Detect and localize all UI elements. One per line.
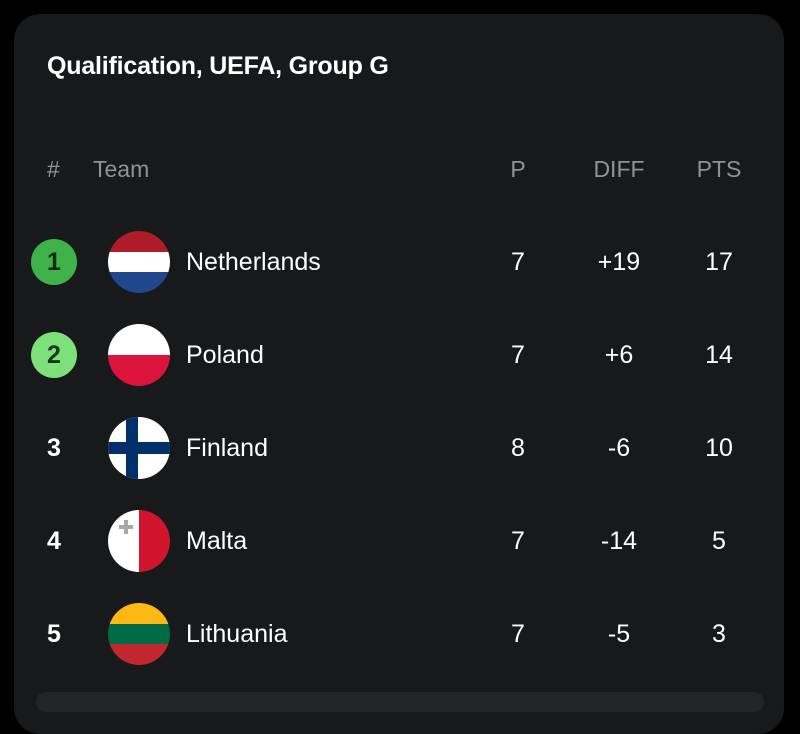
table-row[interactable]: 5 Lithuania 7 -5 3 (0, 599, 800, 669)
table-row[interactable]: 3 Finland 8 -6 10 (0, 413, 800, 483)
table-row[interactable]: 1 Netherlands 7 +19 17 (0, 227, 800, 297)
group-title: Qualification, UEFA, Group G (47, 52, 389, 80)
played-value: 7 (511, 341, 525, 369)
diff-value: -6 (607, 434, 631, 462)
column-header-team: Team (93, 156, 150, 182)
points-value: 10 (705, 434, 733, 462)
finland-flag-icon (108, 417, 170, 479)
team-name: Malta (186, 527, 248, 555)
rank-number: 3 (47, 434, 61, 462)
played-value: 7 (511, 248, 525, 276)
column-header-rank: # (47, 156, 60, 182)
team-name: Finland (186, 434, 268, 462)
played-value: 7 (511, 620, 525, 648)
column-header-points: PTS (696, 156, 742, 182)
table-header: # Team P DIFF PTS (0, 152, 800, 186)
diff-value: -5 (607, 620, 631, 648)
points-value: 17 (705, 248, 733, 276)
points-value: 5 (712, 527, 726, 555)
rank-badge: 2 (31, 332, 77, 378)
points-value: 3 (712, 620, 726, 648)
table-row[interactable]: 4 Malta 7 -14 5 (0, 506, 800, 576)
played-value: 8 (511, 434, 525, 462)
netherlands-flag-icon (108, 231, 170, 293)
played-value: 7 (511, 527, 525, 555)
team-name: Lithuania (186, 620, 288, 648)
poland-flag-icon (108, 324, 170, 386)
rank-number: 5 (47, 620, 61, 648)
lithuania-flag-icon (108, 603, 170, 665)
diff-value: +19 (597, 248, 641, 276)
diff-value: +6 (604, 341, 634, 369)
diff-value: -14 (600, 527, 638, 555)
next-card-edge (36, 692, 764, 712)
column-header-diff: DIFF (593, 156, 645, 182)
rank-number: 4 (47, 527, 61, 555)
column-header-played: P (510, 156, 526, 182)
malta-flag-icon (108, 510, 170, 572)
points-value: 14 (705, 341, 733, 369)
table-row[interactable]: 2 Poland 7 +6 14 (0, 320, 800, 390)
team-name: Poland (186, 341, 264, 369)
rank-badge: 1 (31, 239, 77, 285)
team-name: Netherlands (186, 248, 321, 276)
